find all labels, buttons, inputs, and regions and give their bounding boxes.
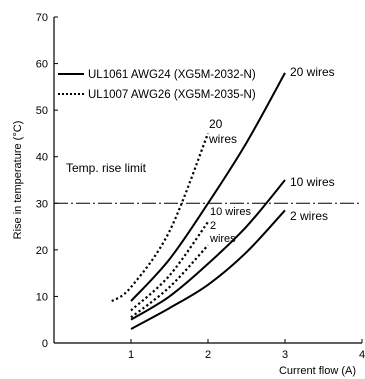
label-20-dotted: 20 [209, 117, 223, 131]
label-20-wires-solid: 20 wires [290, 65, 335, 79]
series-line-ul1007-3 [130, 244, 209, 319]
y-tick-label: 40 [36, 152, 48, 164]
label-10-wires-dotted: 10 wires [210, 206, 251, 218]
series-line-ul1007-5 [111, 132, 210, 303]
label-2-wires-solid: 2 wires [290, 209, 328, 223]
label-10-wires-solid: 10 wires [290, 175, 335, 189]
y-tick-label: 60 [36, 59, 48, 71]
x-tick-label: 1 [128, 349, 134, 361]
x-tick-label: 3 [282, 349, 288, 361]
legend-label-ul1061: UL1061 AWG24 (XG5M-2032-N) [88, 69, 256, 81]
y-tick-label: 30 [36, 198, 48, 210]
ticks-layer: 0 10 20 30 40 50 60 70 1 2 3 4 [36, 12, 365, 361]
y-tick-label: 10 [36, 291, 48, 303]
series-line-ul1061-1 [130, 179, 286, 321]
label-2-dotted: 2 [210, 220, 216, 232]
y-axis-title: Rise in temperature (°C) [12, 121, 24, 240]
label-wires-dotted-2: wires [209, 233, 236, 245]
x-tick-label: 4 [359, 349, 365, 361]
label-wires-dotted-20: wires [208, 132, 237, 146]
series-layer [111, 72, 286, 330]
series-line-ul1061-0 [130, 209, 286, 330]
legend: UL1061 AWG24 (XG5M-2032-N) UL1007 AWG26 … [58, 69, 256, 101]
x-tick-label: 2 [205, 349, 211, 361]
temp-rise-limit-label: Temp. rise limit [66, 161, 147, 175]
y-tick-label: 0 [42, 338, 48, 350]
series-line-ul1061-2 [130, 72, 286, 302]
y-tick-label: 70 [36, 12, 48, 24]
x-axis-title: Current flow (A) [279, 365, 356, 377]
legend-label-ul1007: UL1007 AWG26 (XG5M-2035-N) [88, 89, 256, 101]
y-tick-label: 20 [36, 245, 48, 257]
y-tick-label: 50 [36, 105, 48, 117]
